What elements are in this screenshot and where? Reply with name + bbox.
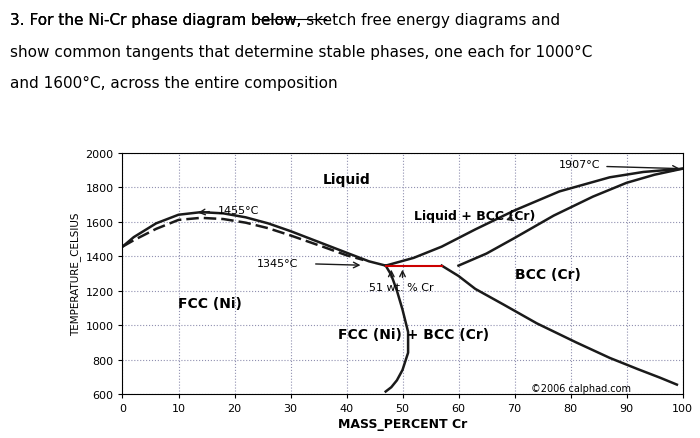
Y-axis label: TEMPERATURE_CELSIUS: TEMPERATURE_CELSIUS xyxy=(70,212,81,336)
Text: 3. For the Ni-Cr phase diagram below, sketch: 3. For the Ni-Cr phase diagram below, sk… xyxy=(10,13,357,28)
Text: 3. For the Ni-Cr phase diagram below, sketch free energy diagrams and: 3. For the Ni-Cr phase diagram below, sk… xyxy=(10,13,561,28)
Text: Liquid: Liquid xyxy=(323,172,370,186)
Text: 3. For the Ni-Cr phase diagram below,: 3. For the Ni-Cr phase diagram below, xyxy=(10,13,307,28)
Text: BCC (Cr): BCC (Cr) xyxy=(514,268,580,282)
Text: 1907°C: 1907°C xyxy=(559,159,601,170)
Text: and 1600°C, across the entire composition: and 1600°C, across the entire compositio… xyxy=(10,76,338,91)
Text: 3. For the Ni-Cr phase diagram below,: 3. For the Ni-Cr phase diagram below, xyxy=(10,13,307,28)
Text: FCC (Ni) + BCC (Cr): FCC (Ni) + BCC (Cr) xyxy=(338,327,489,341)
X-axis label: MASS_PERCENT Cr: MASS_PERCENT Cr xyxy=(338,417,467,430)
Text: 51 wt. % Cr: 51 wt. % Cr xyxy=(369,283,433,293)
Text: ©2006 calphad.com: ©2006 calphad.com xyxy=(531,383,631,393)
Text: 1345°C: 1345°C xyxy=(257,258,298,268)
Text: show common tangents that determine stable phases, one each for 1000°C: show common tangents that determine stab… xyxy=(10,45,593,60)
Text: FCC (Ni): FCC (Ni) xyxy=(178,296,242,310)
Text: 3. For the Ni-Cr phase diagram below,: 3. For the Ni-Cr phase diagram below, xyxy=(10,13,307,28)
Text: 1455°C: 1455°C xyxy=(218,205,259,215)
Text: Liquid + BCC (Cr): Liquid + BCC (Cr) xyxy=(414,210,535,223)
